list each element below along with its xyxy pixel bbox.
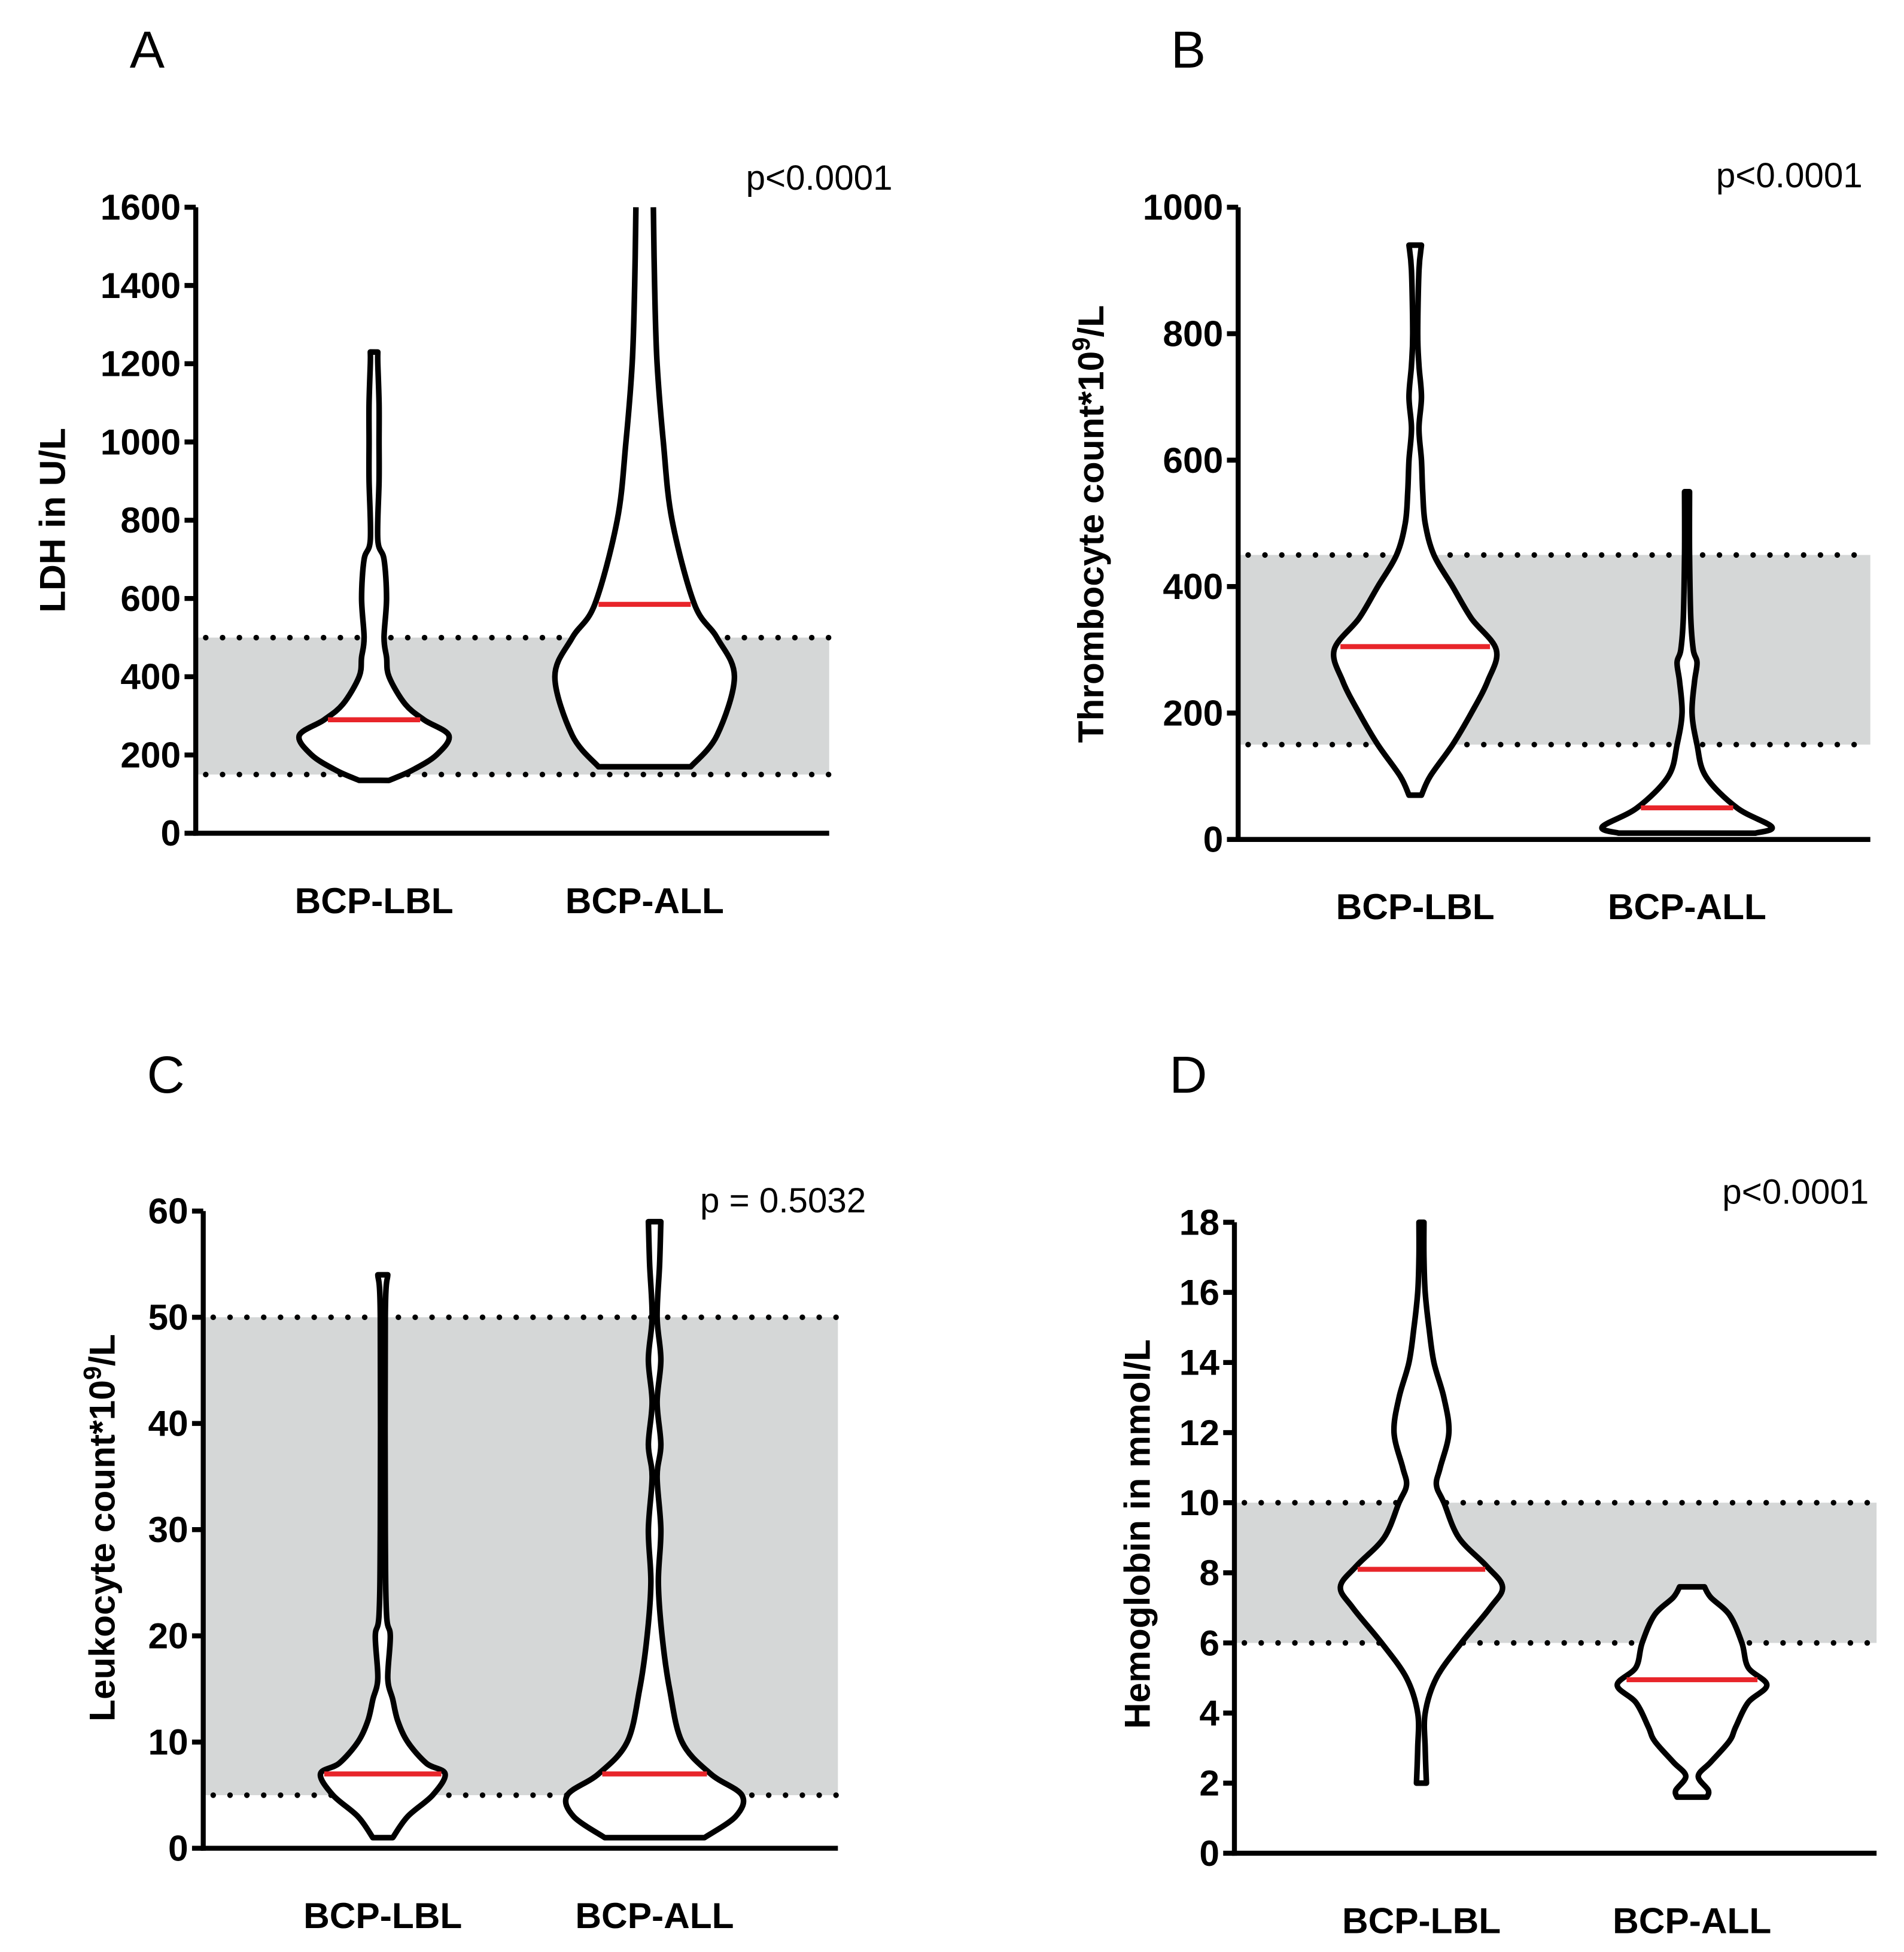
y-tick-label: 6 (1199, 1622, 1219, 1663)
violin-bcp-lbl (317, 1272, 448, 1841)
y-tick-label: 60 (148, 1191, 188, 1232)
y-axis-label-text: Hemoglobin in mmol/L (1117, 1339, 1157, 1729)
y-axis-label: Hemoglobin in mmol/L (1117, 1339, 1157, 1729)
y-tick-label: 12 (1179, 1412, 1219, 1453)
y-tick-label: 0 (1199, 1833, 1219, 1874)
y-tick-label: 1400 (101, 265, 181, 306)
violin-bcp-lbl (296, 349, 452, 783)
p-value-label: p = 0.5032 (700, 1181, 866, 1220)
x-category-label: BCP-LBL (1336, 886, 1495, 927)
panel-letter: B (1171, 20, 1206, 79)
y-tick-label: 16 (1179, 1272, 1219, 1313)
reference-range-band (203, 1317, 838, 1795)
x-category-label: BCP-ALL (1608, 886, 1766, 927)
y-tick-label: 800 (120, 500, 181, 540)
panel-a: A 0 200 400 600 800 1000 1200 1400 1600 BCP-LBL BCP… (32, 20, 892, 921)
x-category-label: BCP-LBL (295, 880, 454, 921)
y-axis-label-unit: /L (1070, 305, 1111, 338)
y-tick-label: 1200 (101, 343, 181, 384)
y-tick-label: 18 (1179, 1202, 1219, 1242)
p-value-label: p<0.0001 (1722, 1172, 1869, 1211)
y-tick-label: 1000 (101, 421, 181, 462)
y-tick-label: 800 (1163, 313, 1223, 354)
y-axis-label: Leukocyte count*109/L (78, 1334, 123, 1722)
x-category-label: BCP-ALL (575, 1895, 734, 1936)
panel-d: D 0 2 4 6 8 10 12 14 16 18 BCP-LBL BCP-ALL p<0.0001 He… (1117, 1045, 1879, 1941)
y-tick-label: 30 (148, 1509, 188, 1550)
y-axis-label-exponent: 9 (1067, 338, 1095, 351)
p-value-label: p<0.0001 (1716, 156, 1863, 195)
x-category-label: BCP-LBL (303, 1895, 462, 1936)
panel-c: C 0 10 20 30 40 50 60 BCP-LBL BCP-ALL p = 0.5032 Le… (78, 1045, 866, 1936)
y-axis-label-exponent: 9 (78, 1366, 106, 1380)
reference-range-band (196, 637, 829, 775)
violin-bcp-all (1599, 488, 1775, 836)
y-tick-label: 200 (120, 734, 181, 775)
panel-letter: C (147, 1045, 185, 1104)
violin-bcp-lbl (1337, 1219, 1505, 1786)
x-category-label: BCP-LBL (1342, 1900, 1501, 1941)
y-axis-label: LDH in U/L (32, 428, 72, 613)
violin-bcp-lbl (1331, 242, 1500, 798)
violin-bcp-all (1614, 1584, 1770, 1800)
panel-b: B 0 200 400 600 800 1000 BCP-LBL BCP-ALL p<0.0001… (1067, 20, 1873, 927)
p-value-label: p<0.0001 (746, 159, 893, 197)
reference-range-band (1234, 1503, 1877, 1643)
y-axis-label-text: Thrombocyte count*10 (1070, 351, 1111, 743)
y-tick-label: 4 (1199, 1692, 1219, 1733)
y-axis-label-unit: /L (82, 1334, 123, 1366)
panel-letter: A (130, 20, 165, 79)
y-tick-label: 200 (1163, 692, 1223, 733)
y-tick-label: 50 (148, 1297, 188, 1337)
y-tick-label: 1000 (1143, 187, 1223, 227)
y-tick-label: 0 (168, 1828, 188, 1868)
x-category-label: BCP-ALL (1613, 1900, 1771, 1941)
y-tick-label: 2 (1199, 1763, 1219, 1804)
y-tick-label: 14 (1179, 1342, 1220, 1383)
y-axis-label: Thrombocyte count*109/L (1067, 305, 1112, 743)
y-tick-label: 1600 (101, 187, 181, 227)
y-tick-label: 600 (1163, 440, 1223, 481)
y-tick-label: 20 (148, 1616, 188, 1656)
y-tick-label: 0 (1203, 819, 1224, 860)
x-category-label: BCP-ALL (565, 880, 724, 921)
violin-bcp-all (552, 207, 738, 770)
y-tick-label: 40 (148, 1403, 188, 1444)
y-axis-label-text: Leukocyte count*10 (82, 1380, 123, 1722)
y-tick-label: 8 (1199, 1552, 1219, 1593)
y-tick-label: 600 (120, 578, 181, 619)
panel-letter: D (1169, 1045, 1207, 1104)
y-tick-label: 400 (120, 656, 181, 697)
y-tick-label: 400 (1163, 566, 1223, 607)
y-axis-label-text: LDH in U/L (32, 428, 72, 613)
y-tick-label: 10 (1179, 1482, 1219, 1523)
violin-bcp-all (562, 1218, 747, 1841)
y-tick-label: 10 (148, 1722, 188, 1762)
y-tick-label: 0 (161, 813, 181, 853)
